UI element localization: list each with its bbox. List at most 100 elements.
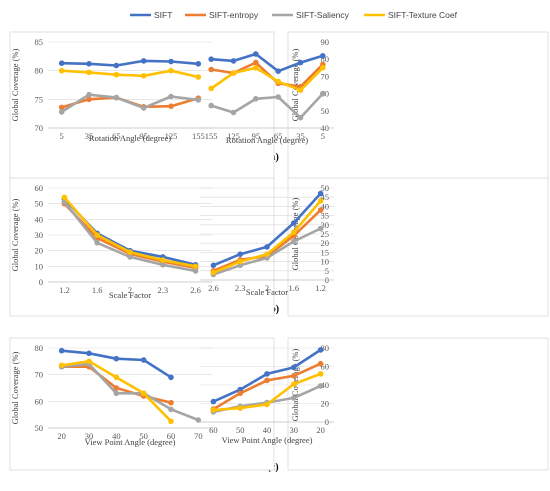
x-tick-label: 1.2: [315, 283, 326, 293]
chart-frame: [287, 31, 549, 181]
data-point-sift-texture-coef: [320, 65, 326, 71]
x-tick-label: 60: [209, 425, 218, 435]
data-point-sift-texture-coef: [94, 232, 100, 238]
y-axis-title: Global Coverage (%): [10, 198, 20, 271]
data-point-sift-saliency: [195, 417, 202, 423]
data-point-sift: [58, 60, 65, 66]
legend-label-sift: SIFT: [154, 10, 172, 20]
legend-label-sift-saliency: SIFT-Saliency: [296, 10, 350, 20]
data-point-sift: [291, 220, 297, 226]
data-point-sift-texture-coef: [297, 87, 304, 93]
x-tick-label: 20: [316, 425, 325, 435]
data-point-sift-texture-coef: [264, 401, 270, 408]
data-point-sift-saliency: [160, 262, 166, 268]
data-point-sift-saliency: [192, 268, 199, 274]
x-tick-label: 125: [165, 131, 178, 141]
x-axis-title: Rotation Angle (degree): [226, 135, 308, 145]
data-point-sift: [140, 58, 147, 64]
x-tick-label: 2: [265, 283, 269, 293]
chart-frame: [287, 337, 549, 471]
data-point-sift: [297, 59, 304, 66]
x-tick-label: 95: [252, 131, 261, 141]
x-tick-label: 5: [321, 131, 325, 141]
y-axis-title: Global Coverage (%): [10, 48, 20, 121]
data-point-sift-saliency: [208, 102, 214, 109]
data-point-sift: [195, 61, 202, 67]
data-point-sift-texture-coef: [168, 418, 174, 425]
data-point-sift-entropy: [317, 207, 324, 213]
data-point-sift-texture-coef: [264, 251, 270, 257]
data-point-sift-saliency: [113, 94, 120, 101]
x-tick-label: 30: [290, 425, 299, 435]
data-point-sift: [320, 53, 326, 59]
x-tick-label: 1.2: [59, 285, 70, 295]
data-point-sift-entropy: [317, 360, 324, 367]
data-point-sift: [86, 61, 92, 67]
y-tick-label: 90: [321, 37, 330, 47]
data-point-sift-entropy: [168, 103, 174, 109]
y-tick-label: 20: [321, 399, 330, 409]
y-tick-label: 60: [321, 362, 330, 372]
y-tick-label: 35: [321, 211, 330, 221]
series-line-sift-texture-coef: [209, 66, 325, 92]
y-tick-label: 80: [321, 343, 330, 353]
data-point-sift-texture-coef: [127, 249, 133, 255]
chart-3: 0 10 20 30 40 50 60 1.2 1.6 2 2.3 2.6 Scale Factor Gl…: [9, 177, 275, 317]
data-point-sift: [264, 244, 270, 250]
data-point-sift: [168, 374, 174, 381]
data-point-sift-texture-coef: [140, 73, 147, 79]
y-tick-label: 70: [35, 370, 44, 380]
data-point-sift-texture-coef: [58, 67, 65, 74]
data-point-sift-texture-coef: [61, 194, 68, 201]
data-point-sift: [140, 357, 147, 363]
data-point-sift: [168, 58, 174, 65]
y-tick-label: 60: [35, 183, 44, 193]
x-tick-label: 1.6: [92, 285, 103, 295]
data-point-sift: [264, 371, 270, 377]
x-tick-label: 50: [236, 425, 245, 435]
data-point-sift-entropy: [253, 59, 259, 66]
data-point-sift-texture-coef: [253, 65, 259, 71]
data-point-sift-texture-coef: [210, 407, 217, 413]
data-point-sift-texture-coef: [291, 229, 297, 235]
y-tick-label: 0: [39, 277, 43, 287]
x-tick-label: 1.6: [288, 283, 299, 293]
data-point-sift-texture-coef: [86, 358, 92, 365]
data-point-sift-entropy: [291, 373, 297, 379]
data-point-sift-saliency: [195, 97, 202, 103]
data-point-sift-texture-coef: [113, 374, 120, 381]
y-tick-label: 85: [35, 37, 44, 47]
x-tick-label: 70: [194, 431, 203, 441]
x-tick-label: 30: [85, 431, 94, 441]
data-point-sift-texture-coef: [317, 198, 324, 204]
data-point-sift-saliency: [317, 225, 324, 232]
series-line-sift: [60, 59, 200, 67]
x-axis-title: Scale Factor: [109, 290, 151, 300]
data-point-sift-saliency: [291, 395, 297, 401]
x-tick-label: 65: [112, 131, 121, 141]
x-tick-label: 125: [227, 131, 240, 141]
data-point-sift-saliency: [297, 114, 304, 121]
y-tick-label: 70: [35, 123, 44, 133]
series-line-sift: [209, 52, 325, 73]
data-point-sift-saliency: [275, 94, 282, 100]
data-point-sift-texture-coef: [275, 78, 282, 85]
chart-5: 50 60 70 80 20 30 40 50 60 70 View Point Angle (de…: [9, 337, 275, 471]
data-point-sift-saliency: [58, 109, 65, 115]
x-tick-label: 50: [139, 431, 148, 441]
y-tick-label: 80: [35, 343, 44, 353]
x-tick-label: 155: [192, 131, 205, 141]
data-point-sift-saliency: [168, 406, 174, 413]
y-tick-label: 20: [321, 238, 330, 248]
data-point-sift-entropy: [58, 104, 65, 111]
x-tick-label: 60: [167, 431, 176, 441]
x-tick-label: 5: [60, 131, 64, 141]
y-axis-title: Global Coverage (%): [10, 351, 20, 424]
data-point-sift-saliency: [113, 390, 120, 397]
chart-2: 4050607080905356595125155Rotation Angle …: [200, 31, 549, 181]
x-tick-label: 95: [139, 131, 148, 141]
series-line-sift-saliency: [60, 93, 200, 114]
data-point-sift-texture-coef: [168, 67, 174, 74]
series-line-sift-entropy: [209, 61, 325, 88]
